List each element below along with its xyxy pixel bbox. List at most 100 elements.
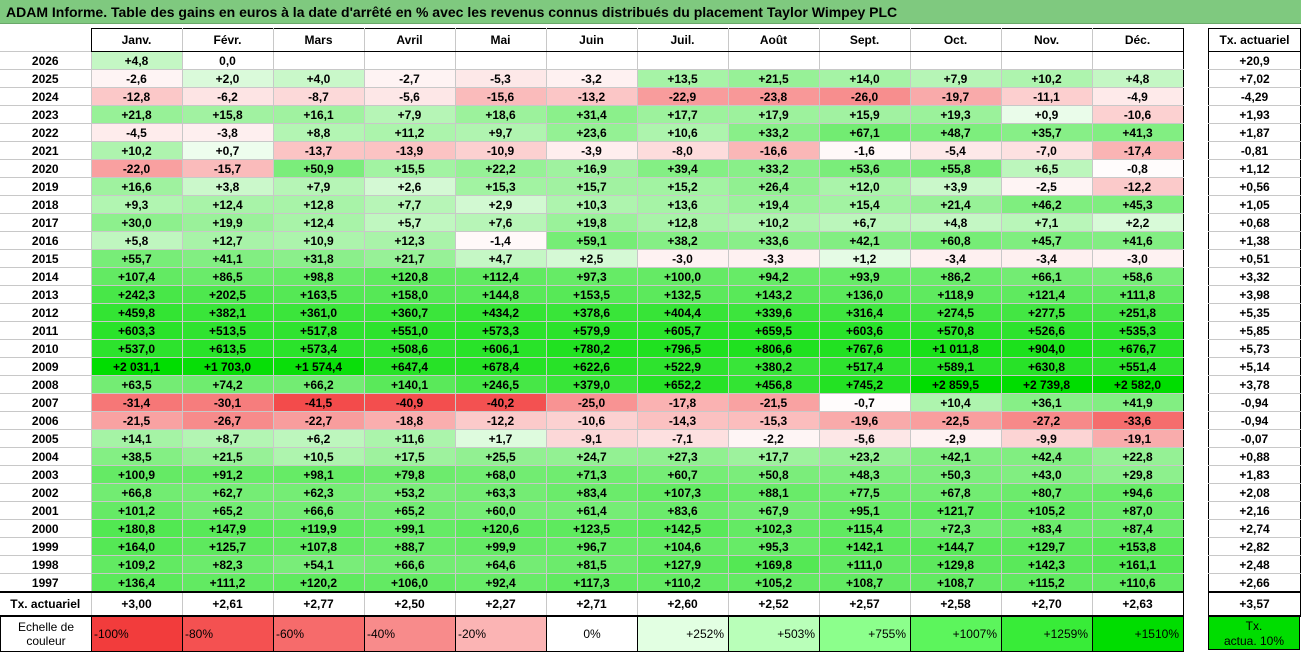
- color-scale-label: Echelle de couleur: [0, 616, 92, 652]
- actuarial-rate-cell: +3,98: [1208, 285, 1301, 304]
- gain-cell: +62,7: [181, 483, 274, 502]
- gain-cell: +100,0: [636, 267, 729, 286]
- footer-rate-cell: +2,63: [1091, 591, 1184, 617]
- year-label: 1997: [0, 573, 92, 593]
- gain-cell: +129,8: [909, 555, 1002, 574]
- gain-cell: +6,7: [818, 213, 911, 232]
- actuarial-row: +1,87: [1208, 123, 1301, 142]
- gain-cell: -7,0: [1000, 141, 1093, 160]
- gain-cell: +53,2: [363, 483, 456, 502]
- gain-cell: -12,2: [1091, 177, 1184, 196]
- gain-cell: -10,6: [545, 411, 638, 430]
- footer-actuarial-total: +3,57: [1208, 591, 1301, 617]
- gain-cell: -12,8: [90, 87, 183, 106]
- table-row: 2019 +16,6 +3,8 +7,9 +2,6 +15,3 +15,7 +15,2 +26,…: [0, 177, 1184, 196]
- gain-cell: +120,6: [454, 519, 547, 538]
- actuarial-rate-cell: +1,93: [1208, 105, 1301, 124]
- gain-cell: +68,0: [454, 465, 547, 484]
- actuarial-rate-cell: +2,08: [1208, 483, 1301, 502]
- month-header: Déc.: [1091, 28, 1184, 52]
- gain-cell: +91,2: [181, 465, 274, 484]
- gain-cell: +7,9: [363, 105, 456, 124]
- table-row: 2003 +100,9 +91,2 +98,1 +79,8 +68,0 +71,3 +60,7…: [0, 465, 1184, 484]
- actuarial-rate-cell: +1,83: [1208, 465, 1301, 484]
- gain-cell: +61,4: [545, 501, 638, 520]
- color-scale-swatch: +1007%: [910, 616, 1002, 652]
- gain-cell: +242,3: [90, 285, 183, 304]
- gain-cell: +125,7: [181, 537, 274, 556]
- gain-cell: -0,8: [1091, 159, 1184, 178]
- gain-cell: +19,4: [727, 195, 820, 214]
- gain-cell: +42,1: [909, 447, 1002, 466]
- gain-cell: -21,5: [727, 393, 820, 412]
- report-title: ADAM Informe. Table des gains en euros à…: [0, 0, 1301, 24]
- table-row: 2007 -31,4 -30,1 -41,5 -40,9 -40,2 -25,0 -17,8-…: [0, 393, 1184, 412]
- year-label: 2023: [0, 105, 92, 124]
- actuarial-rate-cell: +20,9: [1208, 51, 1301, 70]
- gain-cell: +120,2: [272, 573, 365, 593]
- gain-cell: +15,3: [454, 177, 547, 196]
- gain-cell: +2,9: [454, 195, 547, 214]
- gain-cell: +526,6: [1000, 321, 1093, 340]
- gain-cell: +97,3: [545, 267, 638, 286]
- gain-cell: +7,9: [272, 177, 365, 196]
- gain-cell: +12,4: [272, 213, 365, 232]
- gain-cell: -5,4: [909, 141, 1002, 160]
- gain-cell: +579,9: [545, 321, 638, 340]
- gain-cell: +10,5: [272, 447, 365, 466]
- gain-cell: +360,7: [363, 303, 456, 322]
- gain-cell: +163,5: [272, 285, 365, 304]
- table-row: 2023 +21,8 +15,8 +16,1 +7,9 +18,6 +31,4 +17,7 +1…: [0, 105, 1184, 124]
- gain-cell: +17,7: [727, 447, 820, 466]
- gain-cell: +121,7: [909, 501, 1002, 520]
- actuarial-rate-cell: -0,94: [1208, 393, 1301, 412]
- table-row: 2012 +459,8 +382,1 +361,0 +360,7 +434,2 +378,6…: [0, 303, 1184, 322]
- gain-cell: +48,3: [818, 465, 911, 484]
- gain-cell: +95,1: [818, 501, 911, 520]
- table-row: 2011 +603,3 +513,5 +517,8 +551,0 +573,3 +579,9…: [0, 321, 1184, 340]
- gain-cell: +517,4: [818, 357, 911, 376]
- gain-cell: +551,0: [363, 321, 456, 340]
- gain-cell: +144,8: [454, 285, 547, 304]
- gain-cell: -17,4: [1091, 141, 1184, 160]
- gains-table: Janv. Févr. Mars Avril Mai Juin Juil. Août Sept.…: [0, 28, 1184, 617]
- gain-cell: +0,9: [1000, 105, 1093, 124]
- gain-cell: -7,1: [636, 429, 729, 448]
- gain-cell: [363, 51, 456, 70]
- actuarial-row: +0,88: [1208, 447, 1301, 466]
- color-scale-label-line2: couleur: [26, 634, 66, 648]
- gain-cell: [545, 51, 638, 70]
- actuarial-row: +2,82: [1208, 537, 1301, 556]
- gain-cell: +21,7: [363, 249, 456, 268]
- gain-cell: +361,0: [272, 303, 365, 322]
- gain-cell: +19,3: [909, 105, 1002, 124]
- gain-cell: -15,7: [181, 159, 274, 178]
- table-row: 2015 +55,7 +41,1 +31,8 +21,7 +4,7 +2,5 -3,0 -3,3…: [0, 249, 1184, 268]
- gain-cell: +33,2: [727, 159, 820, 178]
- year-label: 2020: [0, 159, 92, 178]
- gain-cell: +83,6: [636, 501, 729, 520]
- gain-cell: +10,3: [545, 195, 638, 214]
- gain-cell: +31,8: [272, 249, 365, 268]
- actuarial-rate-cell: -0,94: [1208, 411, 1301, 430]
- actuarial-row: +7,02: [1208, 69, 1301, 88]
- year-label: 2004: [0, 447, 92, 466]
- year-label: 2008: [0, 375, 92, 394]
- actuarial-row: +0,51: [1208, 249, 1301, 268]
- month-header: Juil.: [636, 28, 729, 52]
- gain-cell: +2,2: [1091, 213, 1184, 232]
- gain-cell: +13,5: [636, 69, 729, 88]
- footer-rate-cell: +2,61: [181, 591, 274, 617]
- gain-cell: +2 859,5: [909, 375, 1002, 394]
- gain-cell: +14,1: [90, 429, 183, 448]
- year-label: 2001: [0, 501, 92, 520]
- gain-cell: -15,3: [727, 411, 820, 430]
- gain-cell: +77,5: [818, 483, 911, 502]
- gain-cell: +12,8: [636, 213, 729, 232]
- gain-cell: +12,4: [181, 195, 274, 214]
- gain-cell: +22,2: [454, 159, 547, 178]
- actuarial-10-line2: actua. 10%: [1223, 634, 1285, 648]
- gain-cell: +2,0: [181, 69, 274, 88]
- table-row: 2002 +66,8 +62,7 +62,3 +53,2 +63,3 +83,4 +107,3…: [0, 483, 1184, 502]
- actuarial-row: +0,56: [1208, 177, 1301, 196]
